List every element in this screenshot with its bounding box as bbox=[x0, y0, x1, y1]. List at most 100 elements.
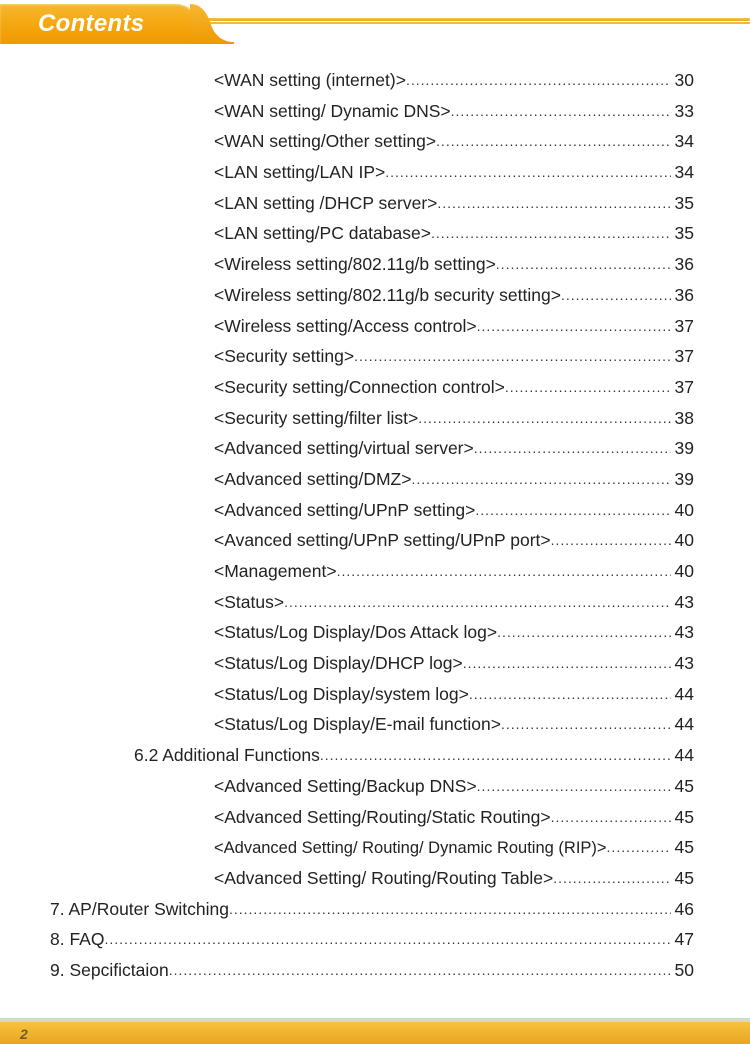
toc-row: <LAN setting/LAN IP>34 bbox=[50, 164, 694, 182]
toc-label: <LAN setting/PC database> bbox=[214, 225, 431, 243]
toc-label: <LAN setting /DHCP server> bbox=[214, 195, 437, 213]
toc-page: 44 bbox=[671, 747, 694, 765]
toc-page: 30 bbox=[671, 72, 694, 90]
toc-dots bbox=[551, 532, 671, 550]
toc-page: 46 bbox=[671, 901, 694, 919]
toc-page: 35 bbox=[671, 225, 694, 243]
toc-label: <Wireless setting/Access control> bbox=[214, 318, 477, 336]
toc-label: <Wireless setting/802.11g/b setting> bbox=[214, 256, 496, 274]
toc-label: <Avanced setting/UPnP setting/UPnP port> bbox=[214, 532, 551, 550]
toc-label: <Status> bbox=[214, 594, 284, 612]
toc-label: <Advanced setting/DMZ> bbox=[214, 471, 411, 489]
toc-dots bbox=[385, 164, 670, 182]
toc-label: <Status/Log Display/system log> bbox=[214, 686, 469, 704]
toc-label: <Security setting/Connection control> bbox=[214, 379, 505, 397]
toc-page: 34 bbox=[671, 133, 694, 151]
toc-row: 9. Sepcifictaion50 bbox=[50, 962, 694, 980]
toc-dots bbox=[474, 440, 671, 458]
toc-page: 36 bbox=[671, 256, 694, 274]
toc-row: <Advanced setting/virtual server>39 bbox=[50, 440, 694, 458]
toc-label: <Wireless setting/802.11g/b security set… bbox=[214, 287, 561, 305]
toc-page: 43 bbox=[671, 655, 694, 673]
toc-label: <Advanced Setting/ Routing/Routing Table… bbox=[214, 870, 553, 888]
footer-gold-bar bbox=[0, 1022, 750, 1044]
toc-dots bbox=[463, 655, 671, 673]
toc-dots bbox=[406, 72, 671, 90]
toc-page: 37 bbox=[671, 348, 694, 366]
toc-row: <Advanced Setting/Routing/Static Routing… bbox=[50, 809, 694, 827]
toc-row: <Advanced setting/DMZ> 39 bbox=[50, 471, 694, 489]
toc-page: 39 bbox=[671, 471, 694, 489]
toc-page: 44 bbox=[671, 716, 694, 734]
toc-dots bbox=[451, 103, 671, 121]
toc-dots bbox=[104, 931, 670, 949]
toc-page: 45 bbox=[671, 778, 694, 796]
toc-dots bbox=[551, 809, 671, 827]
toc-dots bbox=[320, 747, 671, 765]
toc-label: <Management> bbox=[214, 563, 337, 581]
toc-row: <Status/Log Display/system log> 44 bbox=[50, 686, 694, 704]
toc-page: 40 bbox=[671, 563, 694, 581]
toc-row: <Wireless setting/802.11g/b security set… bbox=[50, 287, 694, 305]
toc-row: <Avanced setting/UPnP setting/UPnP port>… bbox=[50, 532, 694, 550]
toc-row: <Wireless setting/802.11g/b setting> 36 bbox=[50, 256, 694, 274]
toc-label: <Status/Log Display/E-mail function> bbox=[214, 716, 501, 734]
toc-row: <Security setting> 37 bbox=[50, 348, 694, 366]
toc-row: <WAN setting (internet)>30 bbox=[50, 72, 694, 90]
toc-dots bbox=[229, 901, 671, 919]
toc-label: <Advanced setting/UPnP setting> bbox=[214, 502, 475, 520]
toc-dots bbox=[497, 624, 670, 642]
tab-curve-icon bbox=[190, 4, 234, 44]
toc-dots bbox=[561, 287, 671, 305]
toc-row: <WAN setting/Other setting> 34 bbox=[50, 133, 694, 151]
toc-dots bbox=[607, 839, 671, 857]
toc-row: 6.2 Additional Functions 44 bbox=[50, 747, 694, 765]
toc-page: 44 bbox=[671, 686, 694, 704]
toc-page: 45 bbox=[671, 839, 694, 857]
page-title: Contents bbox=[38, 10, 144, 38]
toc-row: 7. AP/Router Switching 46 bbox=[50, 901, 694, 919]
toc-label: <Advanced Setting/Backup DNS> bbox=[214, 778, 477, 796]
footer-band: 2 bbox=[0, 1012, 750, 1044]
toc-row: <Status/Log Display/Dos Attack log>43 bbox=[50, 624, 694, 642]
header-tab: Contents bbox=[0, 4, 198, 44]
toc-row: <Status/Log Display/DHCP log>43 bbox=[50, 655, 694, 673]
toc-row: <LAN setting /DHCP server> 35 bbox=[50, 195, 694, 213]
toc-row: <Status>43 bbox=[50, 594, 694, 612]
toc-page: 50 bbox=[671, 962, 694, 980]
toc-dots bbox=[431, 225, 671, 243]
toc-label: <WAN setting/Other setting> bbox=[214, 133, 436, 151]
toc-label: 8. FAQ bbox=[50, 931, 104, 949]
toc-label: 6.2 Additional Functions bbox=[134, 747, 320, 765]
toc-label: <Security setting> bbox=[214, 348, 354, 366]
toc-row: <Security setting/Connection control>37 bbox=[50, 379, 694, 397]
toc-row: <Management> 40 bbox=[50, 563, 694, 581]
toc-dots bbox=[505, 379, 671, 397]
toc-row: <Advanced Setting/Backup DNS> 45 bbox=[50, 778, 694, 796]
toc-dots bbox=[337, 563, 671, 581]
toc-page: 40 bbox=[671, 502, 694, 520]
toc-row: <Advanced Setting/ Routing/Routing Table… bbox=[50, 870, 694, 888]
toc-row: <Security setting/filter list>38 bbox=[50, 410, 694, 428]
toc-row: 8. FAQ 47 bbox=[50, 931, 694, 949]
toc-dots bbox=[411, 471, 670, 489]
toc-dots bbox=[496, 256, 671, 274]
toc-page: 47 bbox=[671, 931, 694, 949]
toc-label: <Advanced Setting/ Routing/ Dynamic Rout… bbox=[214, 840, 607, 857]
toc-page: 45 bbox=[671, 809, 694, 827]
toc-row: <WAN setting/ Dynamic DNS>33 bbox=[50, 103, 694, 121]
toc-dots bbox=[553, 870, 670, 888]
toc-page: 39 bbox=[671, 440, 694, 458]
toc-dots bbox=[284, 594, 670, 612]
toc-page: 40 bbox=[671, 532, 694, 550]
toc-row: <Advanced Setting/ Routing/ Dynamic Rout… bbox=[50, 839, 694, 857]
toc-page: 35 bbox=[671, 195, 694, 213]
page-number: 2 bbox=[20, 1026, 28, 1042]
toc-label: <Security setting/filter list> bbox=[214, 410, 418, 428]
toc-page: 45 bbox=[671, 870, 694, 888]
toc-label: <Status/Log Display/Dos Attack log> bbox=[214, 624, 497, 642]
toc-label: 7. AP/Router Switching bbox=[50, 901, 229, 919]
toc-row: <Wireless setting/Access control>37 bbox=[50, 318, 694, 336]
toc-row: <LAN setting/PC database> 35 bbox=[50, 225, 694, 243]
toc-dots bbox=[469, 686, 671, 704]
